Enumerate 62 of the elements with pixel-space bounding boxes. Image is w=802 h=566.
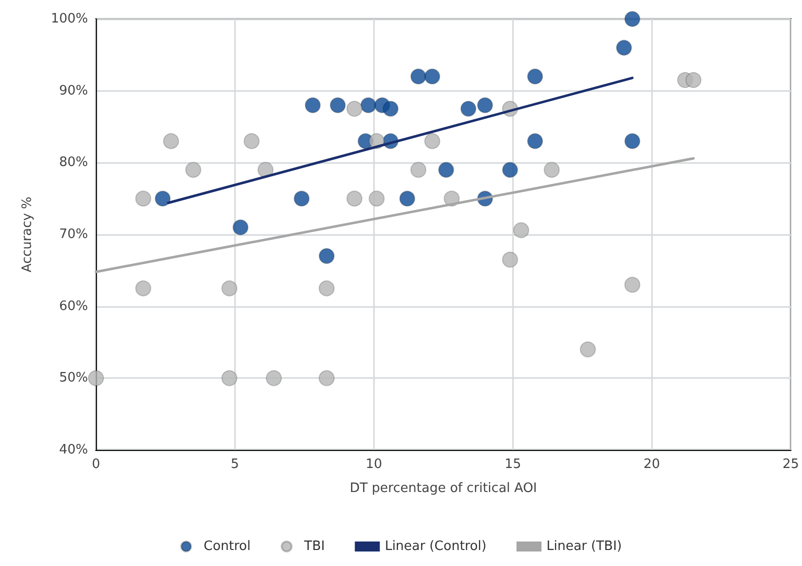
point — [318, 370, 335, 386]
point — [544, 162, 560, 178]
point — [346, 190, 362, 207]
point — [221, 280, 238, 296]
point — [135, 280, 152, 296]
x-tick-label: 25 — [782, 457, 799, 472]
x-tick-label: 15 — [504, 457, 522, 472]
point — [502, 162, 518, 178]
point — [477, 97, 494, 114]
y-axis-title: Accuracy % — [20, 196, 35, 272]
point — [624, 276, 640, 293]
point — [424, 68, 440, 84]
x-tick-label: 10 — [366, 457, 382, 472]
point — [221, 370, 238, 386]
point — [368, 190, 385, 207]
point — [294, 190, 310, 207]
y-tick-label: 80% — [59, 155, 88, 170]
point — [527, 133, 544, 150]
point — [244, 133, 260, 150]
point — [513, 222, 530, 238]
point — [163, 133, 180, 150]
point — [346, 100, 362, 117]
point — [266, 370, 282, 386]
point — [258, 162, 274, 178]
x-tick-label: 5 — [230, 457, 240, 472]
y-tick-label: 70% — [59, 227, 88, 242]
y-tick-label: 60% — [59, 298, 88, 314]
legend-label: TBI — [303, 539, 325, 554]
point — [88, 370, 104, 386]
point — [318, 248, 335, 264]
point — [410, 68, 426, 84]
point — [624, 11, 640, 27]
point — [304, 97, 321, 114]
point — [318, 280, 335, 296]
point — [424, 133, 440, 150]
point — [685, 72, 702, 88]
point — [580, 341, 596, 358]
point — [154, 190, 171, 207]
point — [502, 252, 518, 268]
legend-label: Control — [204, 539, 251, 554]
y-tick-label: 100% — [50, 12, 88, 26]
y-tick-label: 90% — [59, 83, 88, 98]
legend-label: Linear (TBI) — [546, 539, 622, 554]
x-axis-title: DT percentage of critical AOI — [350, 481, 538, 496]
point — [135, 190, 152, 207]
y-tick-label: 50% — [59, 370, 88, 386]
point — [382, 100, 399, 117]
point — [527, 68, 544, 84]
x-tick-label: 20 — [644, 457, 660, 472]
point — [460, 100, 476, 117]
point — [410, 162, 426, 178]
point — [232, 219, 249, 236]
x-tick-label: 0 — [92, 457, 100, 472]
point — [438, 162, 454, 178]
point — [399, 190, 416, 207]
point — [185, 162, 202, 178]
point — [330, 97, 346, 114]
point — [616, 40, 632, 56]
point — [360, 97, 376, 114]
legend-label: Linear (Control) — [384, 539, 486, 554]
y-tick-label: 40% — [59, 442, 88, 458]
point — [624, 133, 640, 150]
